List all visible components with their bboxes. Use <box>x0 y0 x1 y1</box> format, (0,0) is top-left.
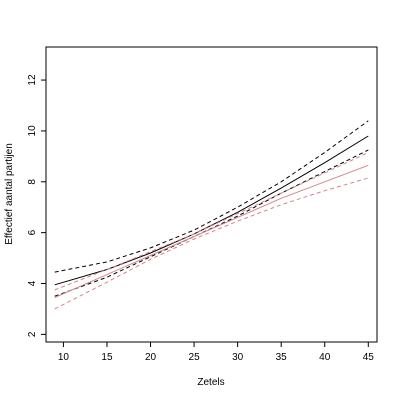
series-layer <box>54 120 369 310</box>
x-tick-label-10: 10 <box>58 352 70 363</box>
y-tick-label-2: 2 <box>27 331 38 337</box>
series-line-6-pink-dashed <box>54 177 369 310</box>
y-axis-label: Effectief aantal partijen <box>4 143 15 245</box>
y-tick-label-8: 8 <box>27 179 38 185</box>
series-line-5-pink-dashed <box>54 152 369 291</box>
y-axis: 2 4 6 8 10 12 <box>27 74 46 337</box>
plot-frame <box>45 46 378 343</box>
series-line-4-pink-solid <box>54 164 369 298</box>
y-tick-label-4: 4 <box>27 280 38 286</box>
x-tick-label-25: 25 <box>189 352 201 363</box>
x-tick-label-20: 20 <box>145 352 157 363</box>
y-tick-label-6: 6 <box>27 229 38 235</box>
x-tick-label-40: 40 <box>319 352 331 363</box>
x-axis: 10 15 20 25 30 35 40 45 <box>58 342 374 363</box>
x-tick-label-30: 30 <box>232 352 244 363</box>
series-line-2-black-dashed <box>54 120 369 273</box>
x-tick-label-35: 35 <box>276 352 288 363</box>
y-tick-label-12: 12 <box>27 74 38 86</box>
y-tick-label-10: 10 <box>27 125 38 137</box>
x-tick-label-45: 45 <box>363 352 375 363</box>
x-axis-label: Zetels <box>197 377 224 388</box>
series-line-3-black-dashed <box>54 149 369 297</box>
x-tick-label-15: 15 <box>101 352 113 363</box>
